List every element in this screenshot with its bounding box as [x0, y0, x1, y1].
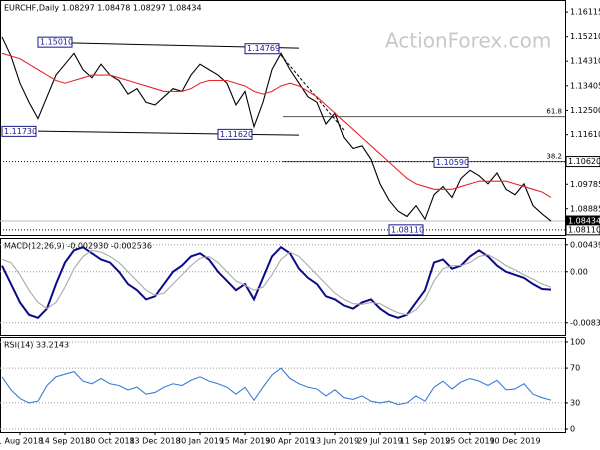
annotation-box [433, 156, 469, 168]
annotation-box [1, 125, 37, 137]
panel-title: MACD(12,26,9) -0.002930 -0.002536 [4, 242, 152, 251]
y-tick-label: 0.00 [570, 267, 588, 276]
y-tick-label: 1.16115 [570, 8, 600, 17]
x-tick-label: 25 Oct 2019 [445, 437, 494, 446]
annotation-label: 1.10590 [436, 158, 469, 167]
series-line [1, 249, 552, 316]
panel-title: EURCHF,Daily 1.08297 1.08478 1.08297 1.0… [4, 4, 202, 13]
price-tag-label: 1.08434 [568, 217, 600, 226]
y-tick-label: 1.13405 [570, 81, 600, 90]
price-tag-label: 1.08110 [568, 225, 600, 234]
y-tick-label: 0 [570, 425, 575, 434]
y-tick-label: 1.08885 [570, 204, 600, 213]
annotation-label: 1.11730 [4, 127, 37, 136]
y-tick-label: 100 [570, 337, 585, 346]
trend-line [37, 130, 300, 136]
x-tick-label: 1 Aug 2018 [0, 437, 43, 446]
annotation-box [388, 224, 424, 236]
x-tick-label: 30 Oct 2018 [85, 437, 134, 446]
panel-title: RSI(14) 33.2143 [4, 341, 69, 350]
fib-label: 61.8 [546, 108, 562, 116]
watermark: ActionForex.com [385, 29, 551, 53]
annotation-label: 1.14769 [247, 44, 280, 53]
series-line [1, 367, 552, 406]
panel-frame [0, 238, 566, 336]
y-tick-label: -0.008306 [570, 318, 600, 327]
x-tick-label: 30 Apr 2019 [265, 437, 314, 446]
fib-label: 38.2 [546, 153, 562, 161]
x-tick-label: 30 Jan 2019 [176, 437, 224, 446]
annotation-label: 1.11620 [220, 130, 253, 139]
x-tick-label: 13 Dec 2018 [129, 437, 180, 446]
y-tick-label: 1.14310 [570, 57, 600, 66]
y-tick-label: 1.09785 [570, 180, 600, 189]
price-tag-box [565, 156, 600, 168]
trend-line [280, 54, 345, 131]
annotation-label: 1.15010 [40, 38, 73, 47]
annotation-box [217, 128, 253, 140]
y-tick-label: 1.12500 [570, 106, 600, 115]
y-tick-label: 0.004398 [570, 240, 600, 249]
y-tick-label: 1.15210 [570, 32, 600, 41]
x-tick-label: 29 Jul 2019 [357, 437, 402, 446]
price-tag-label: 1.10620 [568, 157, 600, 166]
series-line [1, 52, 552, 198]
y-tick-label: 30 [570, 398, 580, 407]
x-tick-label: 13 Jun 2019 [311, 437, 359, 446]
price-tag-box [565, 224, 600, 236]
annotation-box [37, 36, 73, 48]
annotation-label: 1.08110 [391, 225, 424, 234]
x-tick-label: 11 Sep 2019 [400, 437, 451, 446]
x-tick-label: 15 Mar 2019 [220, 437, 271, 446]
x-tick-label: 10 Dec 2019 [489, 437, 540, 446]
y-tick-label: 70 [570, 364, 580, 373]
annotation-box [244, 43, 280, 55]
x-tick-label: 14 Sep 2018 [40, 437, 91, 446]
panel-frame [0, 0, 566, 236]
panel-frame [0, 337, 566, 433]
y-tick-label: 1.11610 [570, 130, 600, 139]
